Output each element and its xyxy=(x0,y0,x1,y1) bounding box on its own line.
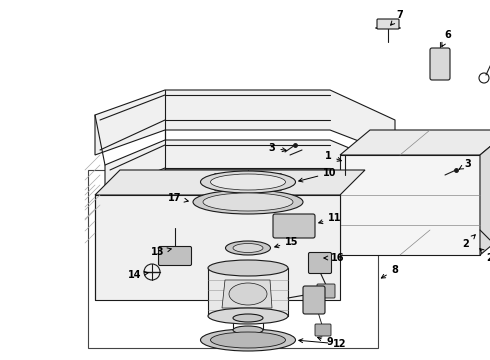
Text: 12: 12 xyxy=(299,339,347,349)
Text: 8: 8 xyxy=(381,265,398,278)
Ellipse shape xyxy=(233,243,263,252)
Ellipse shape xyxy=(208,308,288,324)
Ellipse shape xyxy=(211,332,286,348)
Bar xyxy=(88,170,378,348)
Text: 14: 14 xyxy=(128,270,148,280)
FancyBboxPatch shape xyxy=(377,19,399,29)
Polygon shape xyxy=(95,90,395,155)
Text: 3: 3 xyxy=(459,159,471,169)
Polygon shape xyxy=(95,170,365,195)
Text: 11: 11 xyxy=(318,213,342,224)
FancyBboxPatch shape xyxy=(273,214,315,238)
Ellipse shape xyxy=(203,193,293,211)
Text: 5: 5 xyxy=(0,359,1,360)
Polygon shape xyxy=(340,155,480,255)
FancyBboxPatch shape xyxy=(315,324,331,336)
Ellipse shape xyxy=(233,326,263,334)
Polygon shape xyxy=(95,195,340,300)
Text: 4: 4 xyxy=(0,359,1,360)
Text: 16: 16 xyxy=(324,253,345,263)
Ellipse shape xyxy=(200,171,295,193)
FancyBboxPatch shape xyxy=(158,247,192,266)
FancyBboxPatch shape xyxy=(430,48,450,80)
Text: 3: 3 xyxy=(269,143,286,153)
Ellipse shape xyxy=(211,174,286,190)
Text: 6: 6 xyxy=(442,30,451,46)
Polygon shape xyxy=(480,130,490,255)
Text: 1: 1 xyxy=(325,151,342,161)
Text: 13: 13 xyxy=(151,247,171,257)
Ellipse shape xyxy=(193,190,303,214)
Text: 15: 15 xyxy=(275,237,299,248)
Ellipse shape xyxy=(225,241,270,255)
FancyBboxPatch shape xyxy=(317,284,335,298)
Text: 7: 7 xyxy=(391,10,403,25)
Text: 2: 2 xyxy=(463,235,475,249)
Ellipse shape xyxy=(208,260,288,276)
Text: 10: 10 xyxy=(299,168,337,182)
Text: 17: 17 xyxy=(168,193,188,203)
Ellipse shape xyxy=(229,283,267,305)
Text: 9: 9 xyxy=(318,337,333,347)
FancyBboxPatch shape xyxy=(303,286,325,314)
Polygon shape xyxy=(222,280,272,308)
Polygon shape xyxy=(340,130,490,155)
Polygon shape xyxy=(105,140,390,195)
FancyBboxPatch shape xyxy=(309,252,332,274)
Ellipse shape xyxy=(200,329,295,351)
Ellipse shape xyxy=(233,314,263,322)
Polygon shape xyxy=(208,268,288,316)
Text: 2: 2 xyxy=(480,249,490,263)
